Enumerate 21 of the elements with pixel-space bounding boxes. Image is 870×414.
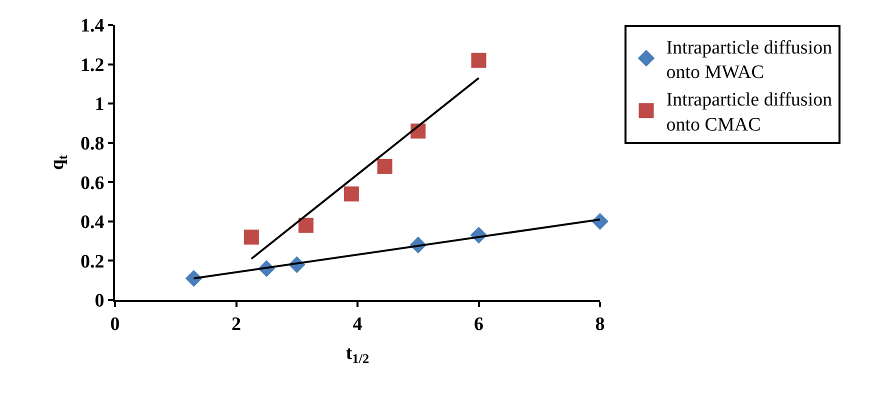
- point: [244, 230, 259, 245]
- x-tick-label: 4: [352, 314, 363, 335]
- legend-label: Intraparticle diffusion onto MWAC: [666, 37, 833, 83]
- y-tick-label: 0.8: [80, 134, 104, 155]
- point: [298, 218, 314, 233]
- point: [344, 186, 359, 202]
- y-tick-label: 1.2: [80, 54, 104, 76]
- legend-label: Intraparticle diffusion onto CMAC: [666, 90, 833, 136]
- x-tick-label: 8: [595, 314, 605, 335]
- y-tick-label: 0: [94, 290, 104, 312]
- y-tick-label: 1.4: [80, 16, 105, 37]
- x-axis-title: t$_{1/2}$: [346, 343, 370, 366]
- x-tick-label: 0: [110, 314, 120, 335]
- x-tick-label: 6: [474, 314, 484, 335]
- y-tick-label: 1: [94, 94, 104, 116]
- point: [471, 52, 486, 68]
- y-tick-label: 0.6: [80, 172, 104, 194]
- point: [377, 158, 392, 174]
- x-tick-label: 2: [232, 314, 241, 335]
- y-tick-label: 0.4: [80, 212, 105, 234]
- y-tick-label: 0.2: [80, 251, 104, 272]
